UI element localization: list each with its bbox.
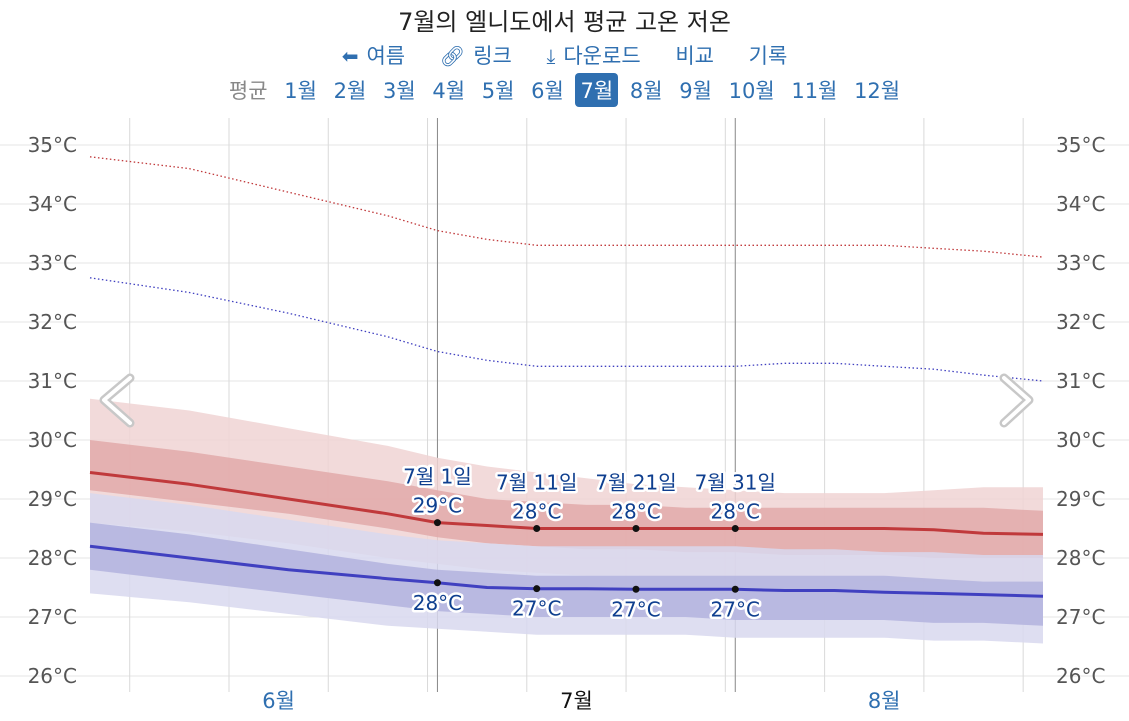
link-button[interactable]: 🔗︎ 링크 — [440, 40, 512, 70]
record-low-line — [89, 277, 1044, 382]
annotation-high-label: 28°C — [711, 500, 760, 524]
action-bar: ⬅ 여름 🔗︎ 링크 ⤓ 다운로드 비교 기록 — [0, 40, 1129, 70]
next-month-chevron-icon[interactable] — [999, 373, 1034, 428]
high-point-marker — [533, 525, 541, 532]
y-tick-label-left: 34°C — [28, 192, 77, 216]
annotation-date-label: 7월 11일 — [496, 471, 577, 495]
prev-season-link[interactable]: ⬅ 여름 — [342, 40, 405, 70]
compare-label: 비교 — [675, 44, 714, 68]
y-tick-label-left: 33°C — [28, 251, 77, 275]
month-tab-dec[interactable]: 12월 — [854, 79, 901, 103]
low-point-marker — [533, 585, 541, 593]
download-button[interactable]: ⤓ 다운로드 — [547, 40, 641, 70]
y-tick-label-left: 27°C — [28, 605, 77, 629]
annotation-low-label: 28°C — [413, 591, 462, 615]
high-point-marker — [632, 525, 640, 532]
download-label: 다운로드 — [563, 44, 641, 68]
y-tick-label-right: 27°C — [1056, 605, 1105, 629]
next-month-chevron-inner-icon — [1002, 376, 1031, 425]
y-tick-label-right: 34°C — [1056, 192, 1105, 216]
low-band-inner — [90, 522, 1043, 626]
low-point-marker — [731, 585, 739, 593]
low-point-marker — [433, 579, 441, 587]
compare-button[interactable]: 비교 — [675, 40, 714, 70]
month-tab-jul[interactable]: 7월 — [575, 73, 619, 107]
month-tab-aug[interactable]: 8월 — [629, 79, 663, 103]
y-tick-label-right: 30°C — [1056, 428, 1105, 452]
annotation-high-label: 28°C — [611, 500, 660, 524]
x-month-label: 6월 — [262, 689, 295, 713]
y-tick-label-right: 29°C — [1056, 487, 1105, 511]
month-nav: 평균 1월 2월 3월 4월 5월 6월 7월 8월 9월 10월 11월 12… — [0, 73, 1129, 107]
y-tick-label-right: 35°C — [1056, 133, 1105, 157]
link-icon: 🔗︎ — [439, 44, 466, 68]
y-tick-label-left: 26°C — [28, 664, 77, 688]
previous-month-chevron-inner-icon — [102, 376, 132, 425]
y-tick-label-left: 35°C — [28, 133, 77, 157]
annotation-low-label: 27°C — [711, 597, 760, 621]
month-tab-jun[interactable]: 6월 — [531, 79, 564, 103]
annotation-high-label: 29°C — [413, 494, 462, 518]
annotation-low-label: 27°C — [611, 597, 660, 621]
annotation-date-label: 7월 31일 — [695, 471, 776, 495]
y-tick-label-left: 31°C — [28, 369, 77, 393]
annotation-high-label: 28°C — [512, 500, 561, 524]
month-tab-feb[interactable]: 2월 — [333, 79, 367, 103]
annotation-date-label: 7월 21일 — [595, 471, 676, 495]
y-tick-label-left: 28°C — [28, 546, 77, 570]
x-month-label: 7월 — [560, 689, 593, 713]
annotation-date-label: 7월 1일 — [403, 465, 472, 489]
y-tick-label-left: 29°C — [28, 487, 77, 511]
arrow-left-icon: ⬅ — [341, 44, 359, 68]
month-tab-may[interactable]: 5월 — [481, 79, 515, 103]
record-label: 기록 — [748, 44, 788, 68]
month-tab-mar[interactable]: 3월 — [382, 79, 416, 103]
record-high-line — [89, 156, 1044, 258]
y-tick-label-left: 32°C — [28, 310, 77, 334]
annotation-low-label: 27°C — [512, 597, 561, 621]
month-tab-oct[interactable]: 10월 — [728, 79, 775, 103]
y-tick-label-left: 30°C — [28, 428, 77, 452]
month-tab-jan[interactable]: 1월 — [284, 79, 317, 103]
download-icon: ⤓ — [546, 44, 556, 68]
month-tab-average[interactable]: 평균 — [228, 79, 268, 103]
high-point-marker — [433, 519, 441, 527]
high-point-marker — [731, 525, 739, 532]
prev-season-label: 여름 — [366, 44, 406, 68]
low-point-marker — [632, 585, 640, 593]
month-tab-sep[interactable]: 9월 — [679, 79, 712, 103]
link-label: 링크 — [473, 44, 512, 68]
x-month-label: 8월 — [868, 689, 901, 713]
month-tab-apr[interactable]: 4월 — [432, 79, 466, 103]
chart-title: 7월의 엘니도에서 평균 고온 저온 — [398, 8, 731, 36]
y-tick-label-right: 33°C — [1056, 251, 1105, 275]
y-tick-label-right: 32°C — [1056, 310, 1105, 334]
month-tab-nov[interactable]: 11월 — [791, 79, 838, 103]
y-tick-label-right: 28°C — [1056, 546, 1105, 570]
record-button[interactable]: 기록 — [749, 40, 788, 70]
y-tick-label-right: 31°C — [1056, 369, 1105, 393]
y-tick-label-right: 26°C — [1056, 664, 1105, 688]
